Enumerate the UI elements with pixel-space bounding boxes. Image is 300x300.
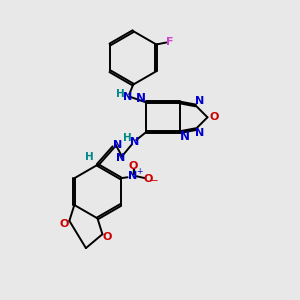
Text: H: H bbox=[116, 88, 125, 98]
Text: O: O bbox=[144, 174, 153, 184]
Text: F: F bbox=[167, 37, 174, 46]
Text: O: O bbox=[60, 219, 69, 229]
Text: N: N bbox=[195, 128, 204, 138]
Text: N: N bbox=[195, 97, 204, 106]
Text: O: O bbox=[210, 112, 219, 122]
Text: N: N bbox=[180, 130, 190, 142]
Text: N: N bbox=[136, 92, 146, 105]
Text: O: O bbox=[129, 161, 138, 171]
Text: N: N bbox=[130, 137, 139, 147]
Text: O: O bbox=[103, 232, 112, 242]
Text: −: − bbox=[150, 176, 159, 186]
Text: N: N bbox=[116, 153, 125, 163]
Text: +: + bbox=[136, 167, 143, 176]
Text: N: N bbox=[123, 92, 132, 101]
Text: H: H bbox=[123, 133, 132, 143]
Text: N: N bbox=[113, 140, 122, 150]
Text: N: N bbox=[128, 171, 137, 181]
Text: H: H bbox=[85, 152, 94, 162]
